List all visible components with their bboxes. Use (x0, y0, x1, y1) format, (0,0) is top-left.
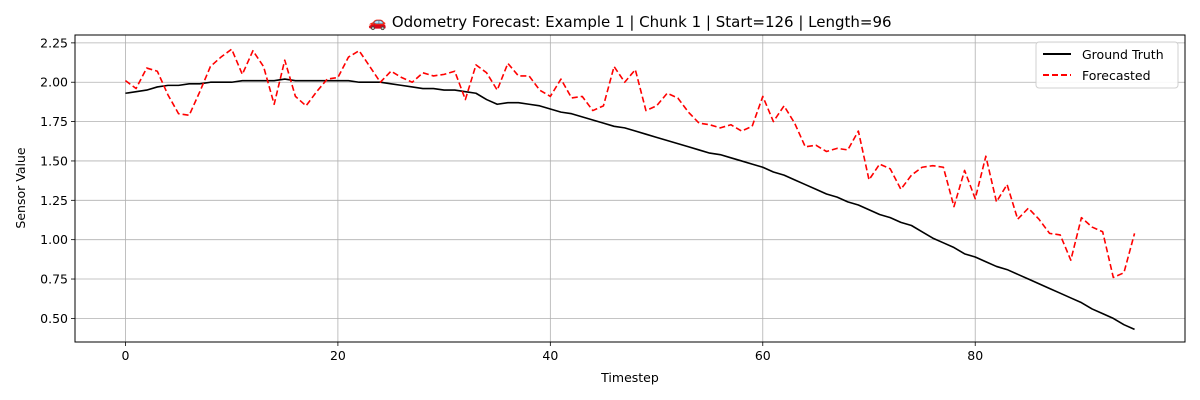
y-tick-label: 2.25 (40, 35, 68, 50)
x-tick-label: 80 (967, 348, 983, 363)
legend: Ground Truth Forecasted (1035, 41, 1179, 89)
series-line-forecasted (124, 48, 1136, 279)
x-tick-label: 0 (121, 348, 129, 363)
y-axis-label: Sensor Value (13, 147, 28, 228)
legend-box (1035, 41, 1179, 89)
chart-title: 🚗 Odometry Forecast: Example 1 | Chunk 1… (368, 13, 891, 31)
y-tick-label: 1.25 (40, 193, 68, 208)
y-tick-label: 0.75 (40, 272, 68, 287)
tick-layer: 0 20 40 60 80 0.50 0.75 1.00 1.25 1.50 1.75 2.00 2.2… (40, 35, 983, 363)
y-tick-label: 1.75 (40, 114, 68, 129)
grid-layer (75, 35, 1185, 342)
y-tick-label: 2.00 (40, 75, 68, 90)
x-tick-label: 40 (542, 348, 558, 363)
x-tick-label: 60 (755, 348, 771, 363)
x-axis-label: Timestep (600, 370, 659, 385)
legend-label-forecasted: Forecasted (1082, 68, 1151, 83)
y-tick-label: 1.00 (40, 232, 68, 247)
y-tick-label: 1.50 (40, 153, 68, 168)
plot-frame (74, 34, 1186, 343)
series-line-ground-truth (125, 78, 1135, 331)
series-layer (124, 48, 1136, 331)
legend-label-ground-truth: Ground Truth (1082, 47, 1164, 62)
x-tick-label: 20 (330, 348, 346, 363)
y-tick-label: 0.50 (40, 311, 68, 326)
